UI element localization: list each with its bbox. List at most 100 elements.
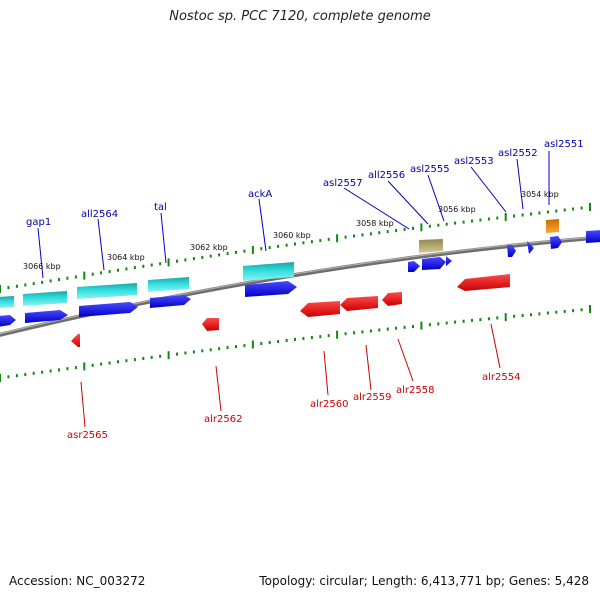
reverse-tick-scale (0, 305, 591, 382)
gene-label-all2556[interactable]: all2556 (368, 170, 405, 181)
gene-arrow-blue[interactable] (586, 230, 600, 243)
gene-feature-cyan[interactable] (243, 262, 294, 281)
kbp-label: 3062 kbp (190, 243, 228, 252)
gene-arrow-blue[interactable] (507, 245, 516, 257)
minor-tick (235, 250, 237, 254)
minor-tick (378, 328, 381, 332)
minor-tick (159, 354, 162, 358)
gene-feature-cyan[interactable] (148, 277, 189, 292)
gene-feature-cyan[interactable] (23, 291, 67, 306)
gene-arrow-red[interactable] (340, 296, 378, 311)
leader-line (258, 198, 267, 252)
minor-tick (74, 275, 77, 279)
minor-tick (437, 322, 440, 326)
minor-tick (445, 222, 448, 226)
minor-tick (369, 232, 372, 236)
minor-tick (462, 319, 465, 323)
major-tick (336, 234, 339, 243)
minor-tick (133, 266, 136, 270)
minor-tick (7, 375, 10, 379)
gene-label-alr2558[interactable]: alr2558 (396, 385, 434, 396)
gene-arrow-blue[interactable] (25, 310, 68, 323)
leader-line (37, 227, 44, 279)
minor-tick (302, 337, 305, 340)
minor-tick (445, 321, 448, 325)
gene-arrow-blue[interactable] (245, 281, 297, 297)
minor-tick (403, 227, 406, 231)
major-tick (504, 213, 507, 221)
minor-tick (243, 344, 246, 348)
gene-label-alr2560[interactable]: alr2560 (310, 399, 348, 410)
gene-arrow-red[interactable] (457, 274, 510, 291)
gene-feature-olive[interactable] (419, 239, 443, 253)
minor-tick (32, 282, 35, 286)
gene-feature-cyan[interactable] (0, 296, 14, 308)
gene-arrow-red[interactable] (300, 301, 340, 317)
minor-tick (176, 352, 178, 356)
gene-label-asl2551[interactable]: asl2551 (544, 139, 584, 150)
reverse-gene-labels: alr2554 alr2558 alr2559 alr2560 alr2562 … (67, 372, 520, 441)
leader-line (80, 381, 86, 428)
minor-tick (125, 267, 128, 271)
minor-tick (310, 240, 313, 244)
gene-arrow-blue[interactable] (527, 241, 534, 254)
minor-tick (353, 234, 355, 238)
minor-tick (521, 213, 524, 217)
gene-arrow-blue[interactable] (550, 236, 562, 249)
forward-gene-labels: asl2551 asl2552 asl2553 asl2555 all2556 … (26, 139, 584, 228)
minor-tick (268, 246, 271, 250)
forward-leader-lines (37, 151, 550, 279)
gene-arrow-red[interactable] (71, 334, 80, 347)
leader-line (387, 180, 429, 225)
gene-label-asl2557[interactable]: asl2557 (323, 178, 363, 189)
major-tick (0, 374, 1, 382)
gene-label-asl2555[interactable]: asl2555 (410, 164, 450, 175)
kbp-label: 3058 kbp (356, 219, 394, 228)
gene-arrow-blue[interactable] (446, 256, 452, 266)
minor-tick (572, 207, 575, 211)
gene-arrow-blue[interactable] (150, 295, 191, 308)
minor-tick (100, 271, 103, 275)
gene-arrow-red[interactable] (202, 318, 219, 331)
gene-label-acka[interactable]: ackA (248, 189, 272, 200)
minor-tick (454, 221, 457, 225)
minor-tick (344, 235, 347, 239)
gene-label-alr2554[interactable]: alr2554 (482, 372, 520, 383)
gene-arrow-blue[interactable] (422, 257, 446, 270)
minor-tick (184, 258, 187, 262)
gene-arrow-blue[interactable] (0, 315, 16, 327)
gene-label-asr2565[interactable]: asr2565 (67, 430, 108, 441)
gene-label-asl2553[interactable]: asl2553 (454, 156, 494, 167)
minor-tick (142, 357, 145, 360)
minor-tick (378, 231, 381, 235)
page-title: Nostoc sp. PCC 7120, complete genome (169, 9, 431, 24)
gene-arrow-blue[interactable] (408, 261, 420, 272)
major-tick (589, 203, 591, 211)
minor-tick (294, 242, 296, 246)
gene-arrow-red[interactable] (382, 292, 402, 306)
minor-tick (58, 278, 60, 282)
minor-tick (546, 210, 549, 214)
minor-tick (412, 325, 414, 328)
minor-tick (454, 320, 457, 324)
gene-arrow-blue[interactable] (79, 302, 138, 317)
major-tick (420, 321, 423, 330)
forward-outer-genes (0, 219, 559, 308)
gene-label-alr2562[interactable]: alr2562 (204, 414, 242, 425)
leader-line (343, 187, 410, 230)
major-tick (167, 351, 170, 360)
gene-feature-orange[interactable] (546, 219, 559, 233)
reverse-leader-lines (80, 323, 501, 428)
minor-tick (66, 276, 69, 280)
minor-tick (15, 284, 18, 288)
gene-label-alr2559[interactable]: alr2559 (353, 392, 391, 403)
minor-tick (555, 209, 558, 213)
accession-label: Accession: NC_003272 (9, 574, 146, 588)
minor-tick (395, 229, 398, 232)
gene-feature-cyan[interactable] (77, 283, 137, 299)
leader-line (397, 338, 414, 382)
gene-label-gap1[interactable]: gap1 (26, 217, 51, 228)
gene-label-tal[interactable]: tal (154, 202, 167, 213)
gene-label-all2564[interactable]: all2564 (81, 209, 118, 220)
gene-label-asl2552[interactable]: asl2552 (498, 148, 538, 159)
